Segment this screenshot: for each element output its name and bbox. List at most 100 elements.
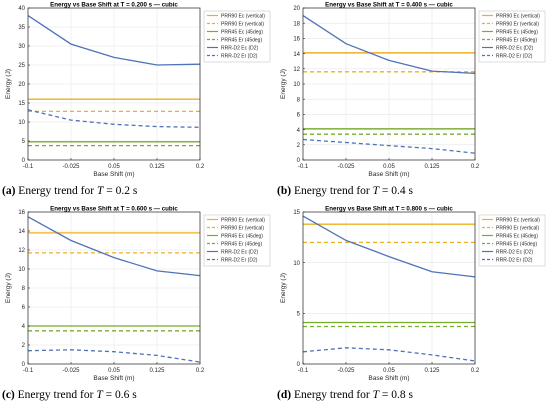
y-tick-label: 18 [293, 21, 300, 27]
x-axis-label: Base Shift (m) [93, 375, 134, 382]
chart-panel-c: 0 2 4 6 8 10 12 14 16 -0.1 -0.025 0.05 0.125 0.2 Energ… [0, 204, 275, 408]
legend-label: PRR45 Ec (45deg) [496, 30, 538, 36]
caption-label: (d) [277, 389, 292, 401]
chart-title: Energy vs Base Shift at T = 0.400 s — cu… [325, 2, 453, 9]
legend-label: RRR-D2 Er (D2) [221, 54, 258, 60]
y-axis-label: Energy (J) [280, 273, 287, 303]
x-tick-label: 0.125 [424, 368, 440, 374]
y-tick-label: 0 [22, 158, 26, 164]
y-tick-label: 10 [18, 120, 25, 126]
y-tick-label: 5 [22, 139, 26, 145]
x-tick-label: -0.1 [298, 368, 309, 374]
x-tick-label: -0.025 [337, 164, 355, 170]
legend-label: RRR-D2 Er (D2) [496, 54, 533, 60]
y-tick-label: 0 [297, 158, 301, 164]
caption-variable: T [96, 185, 104, 197]
legend-box [203, 214, 271, 267]
y-tick-label: 12 [293, 67, 300, 73]
legend-label: RRR-D2 Er (D2) [496, 258, 533, 264]
x-axis-label: Base Shift (m) [368, 375, 409, 382]
y-tick-label: 14 [293, 52, 300, 58]
legend-label: PRR90 Ec (vertical) [221, 14, 265, 20]
x-tick-label: -0.1 [23, 164, 34, 170]
caption-text: Energy trend for [17, 389, 94, 401]
y-tick-label: 30 [18, 44, 25, 50]
caption-variable: T [372, 389, 380, 401]
chart-d: 0 5 10 15 -0.1 -0.025 0.05 0.125 0.2 Energy vs Ba… [280, 206, 546, 382]
y-tick-label: 15 [18, 101, 25, 107]
y-tick-label: 20 [293, 6, 300, 12]
legend-label: RRR-D2 Er (D2) [221, 258, 258, 264]
y-axis-label: Energy (J) [280, 69, 287, 99]
caption-value: = 0.4 s [381, 185, 413, 197]
y-tick-label: 6 [297, 113, 301, 119]
x-axis-label: Base Shift (m) [368, 171, 409, 178]
x-tick-label: 0.05 [108, 164, 120, 170]
x-tick-label: 0.05 [108, 368, 120, 374]
y-tick-label: 35 [18, 25, 25, 31]
series-line [302, 347, 476, 362]
chart-panel-d: 0 5 10 15 -0.1 -0.025 0.05 0.125 0.2 Energy vs Ba… [275, 204, 550, 408]
chart-title: Energy vs Base Shift at T = 0.200 s — cu… [50, 2, 178, 9]
x-tick-label: -0.025 [62, 164, 80, 170]
y-tick-label: 8 [22, 286, 26, 292]
legend-label: PRR90 Er (vertical) [221, 226, 264, 232]
caption-text: Energy trend for [293, 389, 370, 401]
series-line [27, 109, 201, 128]
chart-title: Energy vs Base Shift at T = 0.600 s — cu… [50, 206, 178, 213]
caption-label: (c) [2, 389, 15, 401]
series-line [27, 216, 201, 277]
legend-label: PRR45 Ec (45deg) [496, 234, 538, 240]
legend-label: PRR90 Er (vertical) [221, 22, 264, 28]
chart-a: 0 5 10 15 20 25 30 35 40 -0.1 -0.025 0.05 0.125 0.2 En… [5, 2, 271, 178]
x-tick-label: 0.2 [196, 164, 205, 170]
legend-label: PRR45 Er (45deg) [496, 242, 537, 248]
legend-label: PRR90 Er (vertical) [496, 22, 539, 28]
legend-label: PRR90 Er (vertical) [496, 226, 539, 232]
x-tick-label: 0.125 [149, 368, 165, 374]
x-tick-label: 0.2 [196, 368, 205, 374]
y-axis-label: Energy (J) [5, 273, 12, 303]
y-tick-label: 4 [22, 324, 26, 330]
y-tick-label: 14 [18, 229, 25, 235]
series-line [302, 215, 476, 278]
legend-label: PRR45 Er (45deg) [221, 242, 262, 248]
x-tick-label: 0.125 [424, 164, 440, 170]
caption-variable: T [96, 389, 103, 401]
y-tick-label: 12 [18, 248, 25, 254]
caption-text: Energy trend for [293, 185, 370, 197]
legend-label: RRR-D2 Ec (D2) [496, 46, 534, 52]
x-tick-label: 0.125 [149, 164, 165, 170]
caption-label: (b) [277, 185, 292, 197]
series-line [27, 349, 201, 363]
x-tick-label: 0.05 [383, 368, 395, 374]
caption-text: Energy trend for [18, 185, 95, 197]
x-tick-label: -0.1 [298, 164, 309, 170]
y-tick-label: 2 [297, 143, 301, 149]
y-tick-label: 10 [293, 82, 300, 88]
y-tick-label: 4 [297, 128, 301, 134]
y-tick-label: 6 [22, 305, 26, 311]
chart-panel-b: 0 2 4 6 8 10 12 14 16 18 20 -0.1 -0.025 0.05 0.125 0.2 E… [275, 0, 550, 204]
legend-label: RRR-D2 Ec (D2) [221, 250, 259, 256]
series-line [302, 138, 476, 154]
y-tick-label: 25 [18, 63, 25, 69]
y-tick-label: 5 [297, 312, 301, 318]
legend-label: PRR45 Ec (45deg) [221, 234, 263, 240]
caption-variable: T [372, 185, 380, 197]
y-tick-label: 0 [22, 362, 26, 368]
chart-b: 0 2 4 6 8 10 12 14 16 18 20 -0.1 -0.025 0.05 0.125 0.2 E… [280, 2, 546, 178]
caption-value: = 0.2 s [106, 185, 138, 197]
legend-label: PRR90 Ec (vertical) [221, 218, 265, 224]
caption-value: = 0.6 s [105, 389, 137, 401]
legend-box [478, 10, 546, 63]
y-tick-label: 10 [18, 267, 25, 273]
legend-label: PRR45 Er (45deg) [496, 38, 537, 44]
x-tick-label: 0.2 [471, 368, 480, 374]
y-tick-label: 20 [18, 82, 25, 88]
y-tick-label: 0 [297, 362, 301, 368]
legend-label: RRR-D2 Ec (D2) [496, 250, 534, 256]
y-tick-label: 8 [297, 97, 301, 103]
legend-label: PRR90 Ec (vertical) [496, 218, 540, 224]
legend-label: PRR45 Ec (45deg) [221, 30, 263, 36]
